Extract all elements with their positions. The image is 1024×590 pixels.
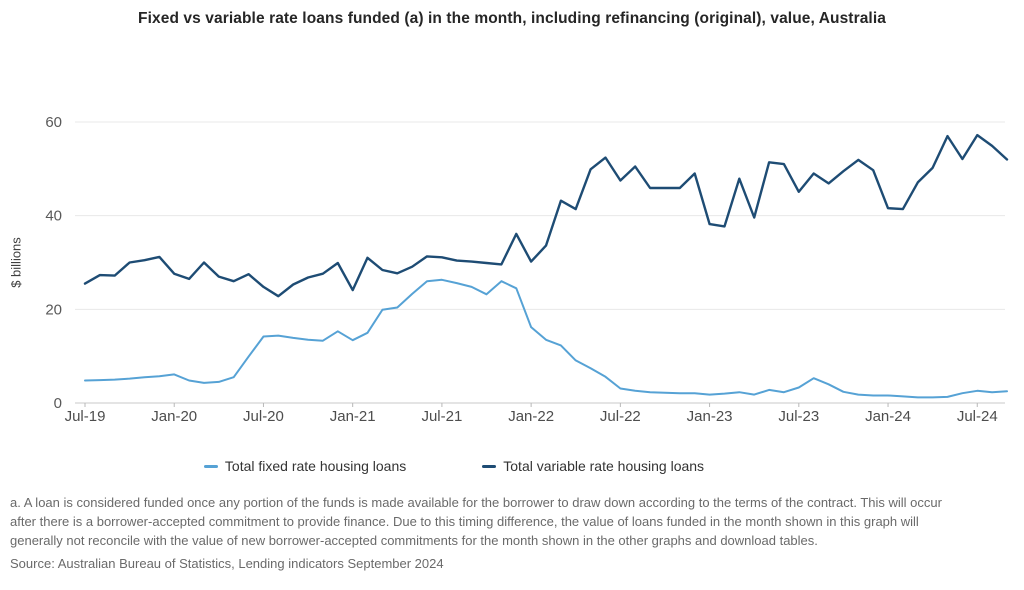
chart-legend: Total fixed rate housing loans Total var… (0, 458, 966, 474)
x-tick-label-Jan-24: Jan-24 (865, 408, 911, 425)
x-tick-label-Jan-23: Jan-23 (687, 408, 733, 425)
x-tick-label-Jul-19: Jul-19 (65, 408, 106, 425)
x-tick-label-Jan-21: Jan-21 (330, 408, 376, 425)
variable-series-swatch (482, 464, 497, 468)
x-tick-label-Jul-23: Jul-23 (778, 408, 819, 425)
y-axis-title: $ billions (8, 237, 24, 288)
legend-label-fixed: Total fixed rate housing loans (224, 458, 407, 474)
source-text: Source: Australian Bureau of Statistics,… (10, 556, 444, 571)
x-tick-label-Jan-22: Jan-22 (508, 408, 554, 425)
x-tick-label-Jul-21: Jul-21 (421, 408, 462, 425)
fixed-rate-series-line (84, 278, 1008, 399)
legend-item-variable: Total variable rate housing loans (482, 458, 704, 474)
x-tick-label-Jul-20: Jul-20 (243, 408, 284, 425)
variable-rate-series-line (83, 133, 1009, 298)
legend-item-fixed: Total fixed rate housing loans (203, 458, 407, 474)
y-tick-label-0: 0 (54, 395, 62, 412)
chart-title: Fixed vs variable rate loans funded (a) … (138, 10, 886, 27)
y-tick-label-40: 40 (45, 208, 62, 225)
x-tick-label-Jan-20: Jan-20 (151, 408, 197, 425)
x-tick-label-Jul-24: Jul-24 (957, 408, 998, 425)
x-tick-label-Jul-22: Jul-22 (600, 408, 641, 425)
fixed-series-swatch (203, 464, 218, 468)
y-tick-label-20: 20 (45, 301, 62, 318)
footnote-text: a. A loan is considered funded once any … (10, 495, 942, 548)
y-tick-label-60: 60 (45, 114, 62, 131)
legend-label-variable: Total variable rate housing loans (503, 458, 705, 474)
